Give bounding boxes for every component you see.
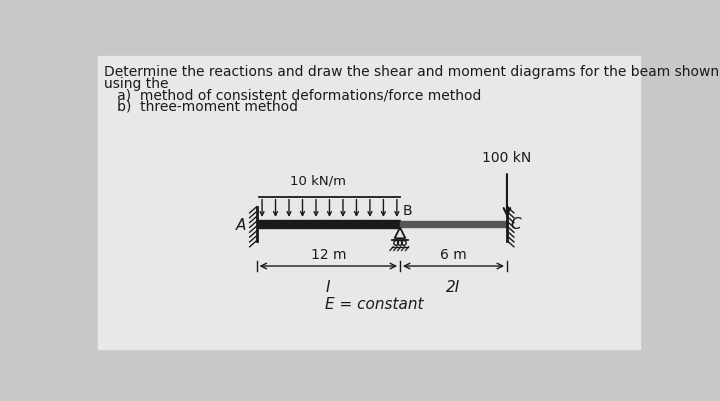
Text: E = constant: E = constant bbox=[325, 297, 423, 312]
Text: 12 m: 12 m bbox=[310, 248, 346, 262]
Text: 6 m: 6 m bbox=[440, 248, 467, 262]
Text: C: C bbox=[510, 217, 521, 232]
Text: a)  method of consistent deformations/force method: a) method of consistent deformations/for… bbox=[104, 88, 482, 102]
Text: 2I: 2I bbox=[446, 280, 461, 295]
Bar bbox=[256, 220, 400, 227]
Text: 10 kN/m: 10 kN/m bbox=[290, 174, 346, 188]
Text: using the: using the bbox=[104, 77, 168, 91]
Text: B: B bbox=[403, 204, 413, 218]
Text: b)  three-moment method: b) three-moment method bbox=[104, 100, 298, 114]
Bar bbox=[400, 221, 507, 227]
Text: 100 kN: 100 kN bbox=[482, 151, 531, 165]
Text: Determine the reactions and draw the shear and moment diagrams for the beam show: Determine the reactions and draw the she… bbox=[104, 65, 720, 79]
Text: I: I bbox=[326, 280, 330, 295]
Text: A: A bbox=[235, 219, 246, 233]
